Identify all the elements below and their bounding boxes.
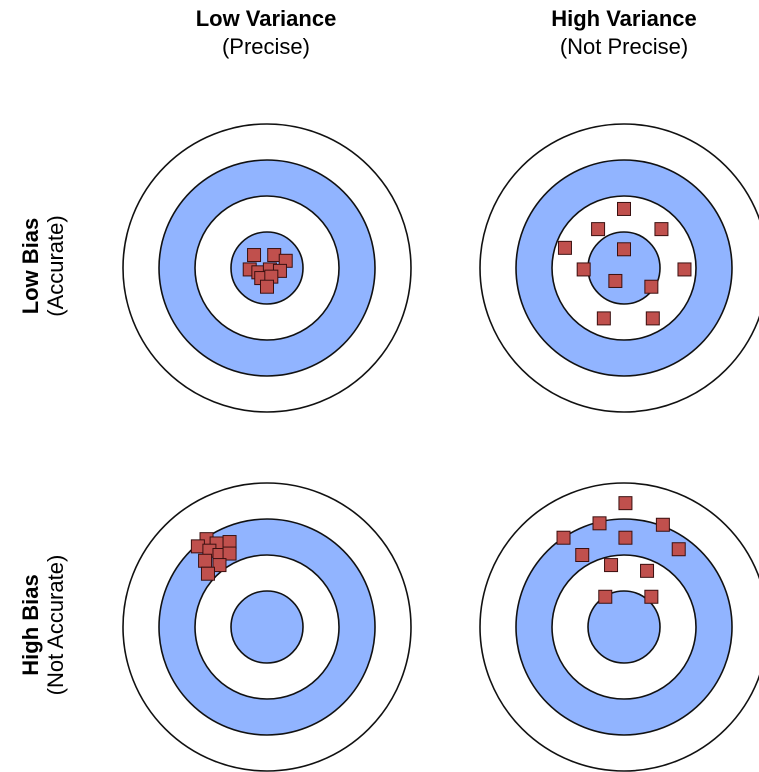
hit-marker bbox=[575, 548, 590, 562]
target-high-bias-low-variance bbox=[122, 482, 412, 772]
hit-marker bbox=[608, 273, 623, 288]
hit-marker bbox=[557, 240, 572, 255]
hit-marker bbox=[671, 542, 686, 557]
row-title: Low Bias bbox=[18, 217, 43, 315]
hit-marker bbox=[640, 563, 655, 578]
hit-marker bbox=[592, 516, 607, 531]
hit-marker bbox=[212, 558, 227, 573]
hit-marker bbox=[618, 530, 633, 545]
hit-marker bbox=[617, 201, 631, 216]
hit-marker bbox=[222, 546, 237, 561]
bullseye bbox=[230, 590, 304, 664]
hit-marker bbox=[247, 248, 262, 263]
column-header-high-variance: High Variance (Not Precise) bbox=[494, 4, 754, 60]
hit-marker bbox=[604, 558, 619, 573]
hit-marker bbox=[198, 553, 213, 568]
hit-marker bbox=[598, 589, 613, 604]
target-low-bias-low-variance bbox=[122, 123, 412, 413]
hit-marker bbox=[645, 311, 660, 326]
hit-marker bbox=[260, 279, 274, 294]
hit-marker bbox=[596, 311, 611, 326]
hit-marker bbox=[654, 222, 669, 237]
row-title: High Bias bbox=[18, 574, 43, 676]
row-subtitle: (Not Accurate) bbox=[43, 554, 68, 696]
hit-marker bbox=[644, 589, 659, 604]
target-low-bias-high-variance bbox=[479, 123, 759, 413]
hit-marker bbox=[576, 262, 591, 277]
row-header-low-bias: Low Bias (Accurate) bbox=[18, 156, 68, 376]
bullseye bbox=[587, 590, 661, 664]
column-subtitle: (Not Precise) bbox=[559, 34, 689, 59]
column-header-low-variance: Low Variance (Precise) bbox=[136, 4, 396, 60]
hit-marker bbox=[644, 279, 659, 294]
row-header-high-bias: High Bias (Not Accurate) bbox=[18, 515, 68, 735]
column-subtitle: (Precise) bbox=[221, 34, 310, 59]
hit-marker bbox=[618, 496, 633, 511]
hit-marker bbox=[677, 262, 692, 277]
hit-marker bbox=[556, 530, 571, 545]
hit-marker bbox=[200, 566, 215, 581]
target-high-bias-high-variance bbox=[479, 482, 759, 772]
hit-marker bbox=[591, 222, 606, 237]
column-title: Low Variance bbox=[195, 6, 337, 31]
column-title: High Variance bbox=[551, 6, 697, 31]
hit-marker bbox=[655, 517, 670, 532]
hit-marker bbox=[617, 242, 631, 257]
row-subtitle: (Accurate) bbox=[43, 215, 68, 317]
